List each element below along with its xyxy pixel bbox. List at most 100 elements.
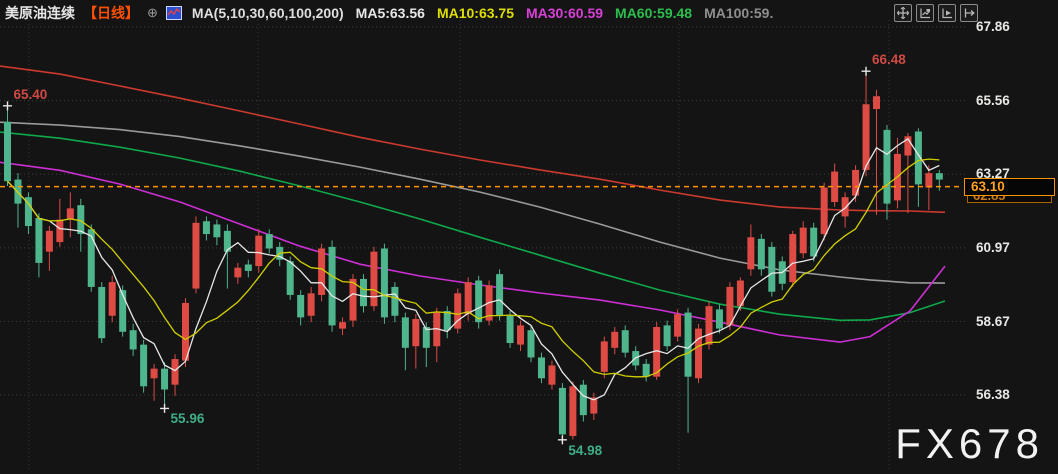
candle <box>433 312 441 347</box>
candle <box>914 131 922 185</box>
candle <box>77 205 85 235</box>
candle <box>234 267 242 278</box>
candle <box>873 96 881 110</box>
candle <box>223 230 231 252</box>
candle <box>370 251 378 307</box>
candle <box>443 310 451 331</box>
candle <box>4 121 11 182</box>
y-axis-tick: 63.27 <box>976 166 1010 182</box>
candle <box>527 330 535 358</box>
candle <box>726 286 734 326</box>
candle <box>129 330 137 350</box>
period-label[interactable]: 【日线】 <box>83 5 139 21</box>
indicator-window-icon[interactable] <box>916 4 934 22</box>
candle <box>862 104 870 170</box>
ma10-value: MA10:63.75 <box>436 5 514 21</box>
extreme-cross-marker <box>160 403 170 413</box>
price-extreme-label: 65.40 <box>13 86 48 102</box>
candle <box>140 344 148 387</box>
candle <box>422 327 430 348</box>
candle <box>558 387 566 435</box>
candle <box>705 306 713 345</box>
ma30-value: MA30:60.59 <box>525 5 604 21</box>
candle <box>161 368 169 390</box>
candle <box>328 246 336 326</box>
y-axis-tick: 58.67 <box>976 313 1010 329</box>
candle <box>757 238 765 270</box>
ma100-line <box>0 121 946 284</box>
price-extreme-label: 54.98 <box>568 442 603 458</box>
candle <box>810 227 818 257</box>
current-price-label: 63.10 <box>964 178 1055 197</box>
candle <box>789 234 797 283</box>
ma5-value: MA5:63.56 <box>355 5 425 21</box>
candle <box>213 224 221 238</box>
y-axis-tick: 67.86 <box>976 19 1010 34</box>
candle <box>359 278 367 307</box>
candle <box>318 248 326 295</box>
candle <box>935 173 943 180</box>
ma60-line <box>0 131 946 322</box>
candle <box>841 197 849 217</box>
playback-icon[interactable] <box>938 4 956 22</box>
ma30-line <box>0 161 946 343</box>
candle <box>119 290 127 332</box>
candle <box>674 314 682 337</box>
candle <box>475 280 483 323</box>
candle <box>108 282 116 316</box>
symbol-name: 美原油连续 <box>5 5 75 21</box>
candle <box>715 309 723 329</box>
candle <box>45 230 53 252</box>
y-axis-tick: 56.38 <box>976 386 1010 402</box>
candle <box>684 312 692 377</box>
candle <box>548 365 556 385</box>
candle <box>590 397 598 414</box>
candle <box>307 293 315 316</box>
candle <box>506 315 514 344</box>
candle <box>66 208 74 220</box>
candle <box>695 328 703 379</box>
ma10-line <box>7 158 940 378</box>
circle-plus-icon[interactable]: ⊕ <box>147 5 158 20</box>
price-extreme-label: 55.96 <box>170 411 205 427</box>
mini-chart-icon[interactable] <box>165 6 182 20</box>
candle <box>464 282 472 315</box>
candle <box>380 248 388 318</box>
candle <box>579 384 587 416</box>
candle <box>265 234 273 249</box>
candle <box>35 218 43 263</box>
candle <box>642 363 650 377</box>
extreme-cross-marker <box>3 101 12 111</box>
candle <box>611 331 619 348</box>
y-axis-tick: 60.97 <box>976 239 1010 255</box>
candle <box>496 274 504 316</box>
candle <box>150 368 158 379</box>
extreme-cross-marker <box>557 435 567 445</box>
ma5-line <box>7 138 940 401</box>
candle <box>255 235 263 267</box>
candle <box>391 286 399 316</box>
candle <box>87 229 95 287</box>
candle <box>412 318 420 347</box>
candle <box>98 286 106 339</box>
goto-latest-icon[interactable] <box>960 4 978 22</box>
candle <box>852 169 860 196</box>
candle <box>401 317 409 348</box>
candle <box>569 386 577 436</box>
candle <box>736 280 744 307</box>
ma100-value: MA100:59. <box>704 5 774 21</box>
chart-toolbar <box>894 4 978 22</box>
candle <box>663 325 671 347</box>
candle <box>24 197 32 227</box>
candle <box>286 261 294 295</box>
candle <box>600 341 608 372</box>
candle <box>297 294 305 318</box>
candle <box>192 222 200 289</box>
candle <box>925 173 933 188</box>
chart-legend: 美原油连续 【日线】 ⊕ MA(5,10,30,60,100,200) MA5:… <box>5 3 773 23</box>
candle <box>349 278 357 321</box>
candle <box>820 187 828 235</box>
crosshair-icon[interactable] <box>894 4 912 22</box>
ma-parameters: MA(5,10,30,60,100,200) <box>191 5 344 21</box>
